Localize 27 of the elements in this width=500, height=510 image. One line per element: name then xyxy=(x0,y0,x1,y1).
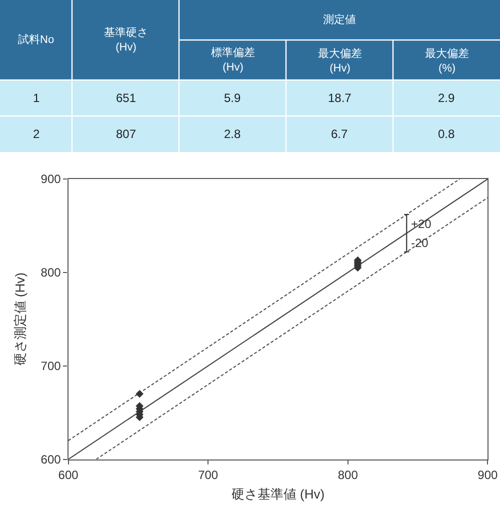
y-tick-label: 600 xyxy=(40,452,62,466)
text: 5.9 xyxy=(224,91,241,105)
category-label: 2 xyxy=(33,127,40,141)
text: 6.7 xyxy=(331,127,348,141)
x-tick-label: 900 xyxy=(478,468,498,482)
text: 0.8 xyxy=(438,127,455,141)
x-tick-label: 800 xyxy=(338,468,358,482)
y-tick-label: 900 xyxy=(40,172,62,186)
x-tick-label: 700 xyxy=(198,468,218,482)
category-label: 1 xyxy=(33,91,40,105)
category-label: 最大偏差 (Hv) xyxy=(318,47,362,74)
annotation: -20 xyxy=(411,236,429,250)
text: 807 xyxy=(116,127,136,141)
text: 18.7 xyxy=(328,91,352,105)
text: 651 xyxy=(116,91,136,105)
text: 測定値 xyxy=(323,13,356,26)
text: 2.9 xyxy=(438,91,455,105)
y-tick-label: 700 xyxy=(40,359,62,374)
y-tick-label: 800 xyxy=(40,266,62,280)
category-label: 基準硬さ (Hv) xyxy=(104,26,148,54)
x-axis-title: 硬さ基準値 (Hv) xyxy=(231,486,325,502)
category-label: 標準偏差 (Hv) xyxy=(211,47,255,74)
x-tick-label: 600 xyxy=(58,468,79,482)
category-label: 最大偏差 (%) xyxy=(425,47,469,74)
text: 2.8 xyxy=(224,127,241,141)
y-axis-title: 硬さ測定値 (Hv) xyxy=(12,272,28,366)
text: 試料No xyxy=(18,33,54,46)
